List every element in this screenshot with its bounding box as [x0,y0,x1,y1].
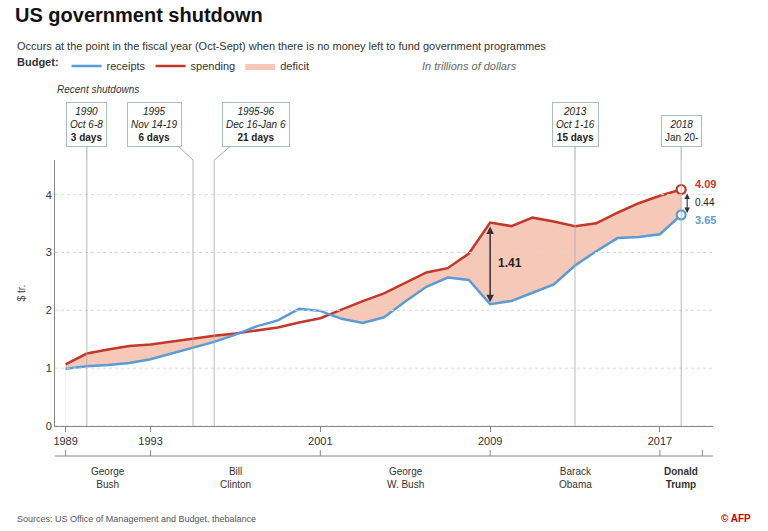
svg-text:DonaldTrump: DonaldTrump [664,466,698,490]
svg-text:0: 0 [46,420,52,432]
svg-text:1995Nov 14-196 days: 1995Nov 14-196 days [131,106,178,143]
svg-text:Recent shutdowns: Recent shutdowns [57,84,139,95]
svg-text:BillClinton: BillClinton [220,466,251,490]
svg-text:1.41: 1.41 [498,256,522,270]
svg-text:spending: spending [191,60,236,72]
svg-text:2001: 2001 [308,435,332,447]
svg-text:1989: 1989 [53,435,77,447]
svg-text:receipts: receipts [107,60,146,72]
svg-text:GeorgeBush: GeorgeBush [91,466,125,490]
svg-text:Sources: US Office of Manageme: Sources: US Office of Management and Bud… [17,514,256,524]
svg-text:© AFP: © AFP [721,513,751,524]
svg-text:US government shutdown: US government shutdown [15,4,263,26]
svg-text:2009: 2009 [478,435,502,447]
svg-text:BarackObama: BarackObama [559,466,592,490]
svg-text:Budget:: Budget: [17,56,59,68]
svg-text:$ tr.: $ tr. [16,285,27,302]
svg-text:1993: 1993 [138,435,162,447]
svg-text:4: 4 [46,189,52,201]
svg-text:GeorgeW. Bush: GeorgeW. Bush [387,466,424,490]
svg-text:1: 1 [46,362,52,374]
svg-text:1995-96Dec 16-Jan 621 days: 1995-96Dec 16-Jan 621 days [226,106,286,143]
svg-text:0.44: 0.44 [695,197,715,208]
svg-text:2017: 2017 [648,435,672,447]
svg-text:Occurs at the point in the fis: Occurs at the point in the fiscal year (… [17,40,546,52]
svg-text:2018Jan 20-: 2018Jan 20- [665,119,698,143]
svg-text:1990Oct 6-83 days: 1990Oct 6-83 days [70,106,103,143]
svg-text:3.65: 3.65 [695,214,716,226]
svg-text:4.09: 4.09 [695,178,716,190]
svg-text:deficit: deficit [280,60,309,72]
svg-text:3: 3 [46,246,52,258]
svg-text:In trillions of dollars: In trillions of dollars [422,60,517,72]
svg-text:2: 2 [46,304,52,316]
svg-text:2013Oct 1-1615 days: 2013Oct 1-1615 days [556,106,595,143]
